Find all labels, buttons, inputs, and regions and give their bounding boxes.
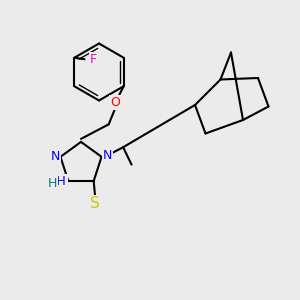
Text: NH: NH xyxy=(48,175,67,188)
Text: S: S xyxy=(90,196,100,211)
Text: H: H xyxy=(48,177,57,190)
Text: O: O xyxy=(110,96,120,109)
Text: F: F xyxy=(90,53,97,66)
Text: N: N xyxy=(103,149,112,162)
Text: N: N xyxy=(50,150,60,163)
